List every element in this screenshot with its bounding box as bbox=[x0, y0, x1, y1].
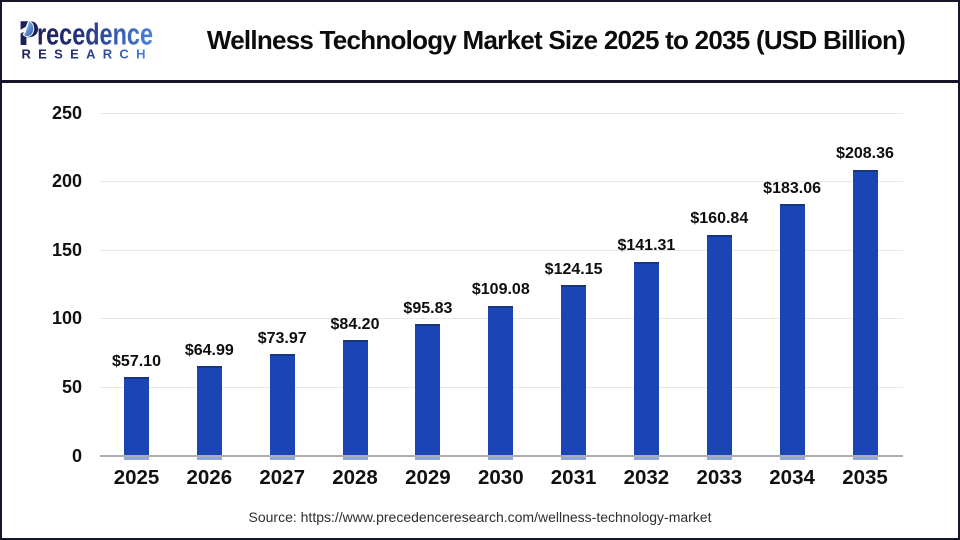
svg-text:RESEARCH: RESEARCH bbox=[22, 47, 152, 62]
svg-text:recedence: recedence bbox=[37, 18, 153, 52]
